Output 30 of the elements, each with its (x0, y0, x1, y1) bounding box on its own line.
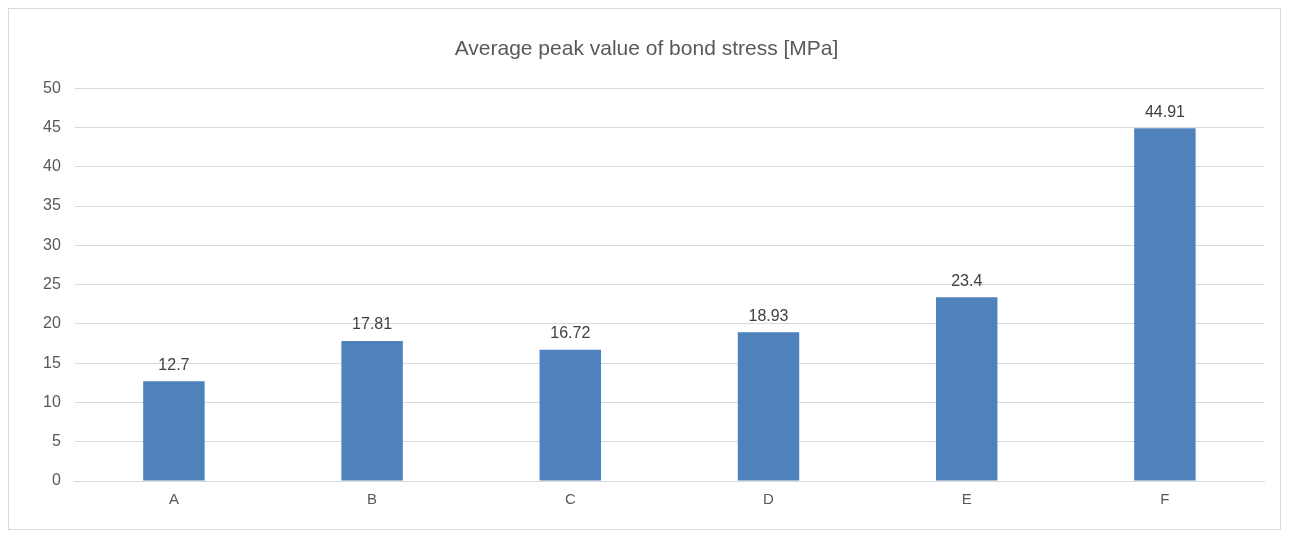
y-tick-label: 40 (43, 157, 61, 175)
bar (737, 332, 800, 481)
y-tick-label: 30 (43, 235, 61, 253)
y-tick-label: 0 (51, 471, 61, 489)
bar (1134, 128, 1196, 481)
x-tick-label: B (367, 490, 378, 508)
data-label: 17.81 (352, 315, 393, 333)
chart-title: Average peak value of bond stress [MPa] (454, 36, 839, 60)
x-tick-label: C (564, 490, 576, 508)
bar (341, 341, 403, 481)
y-tick-label: 25 (43, 275, 61, 293)
y-tick-label: 5 (51, 432, 61, 450)
y-tick-label: 45 (43, 117, 61, 135)
data-label: 12.7 (158, 355, 190, 373)
x-tick-label: A (168, 490, 179, 508)
data-label: 16.72 (550, 324, 591, 342)
y-tick-label: 15 (43, 353, 61, 371)
data-label: 44.91 (1144, 102, 1186, 120)
y-tick-label: 35 (43, 196, 61, 214)
data-label: 23.4 (951, 271, 983, 289)
x-tick-label: F (1160, 490, 1170, 508)
bar (935, 297, 998, 481)
data-label: 18.93 (748, 306, 789, 324)
y-tick-label: 20 (43, 314, 61, 332)
y-tick-label: 10 (43, 392, 61, 410)
bar (143, 381, 205, 481)
bar (539, 349, 602, 481)
x-tick-label: D (763, 490, 775, 508)
x-tick-label: E (961, 490, 972, 508)
y-tick-label: 50 (43, 78, 61, 96)
